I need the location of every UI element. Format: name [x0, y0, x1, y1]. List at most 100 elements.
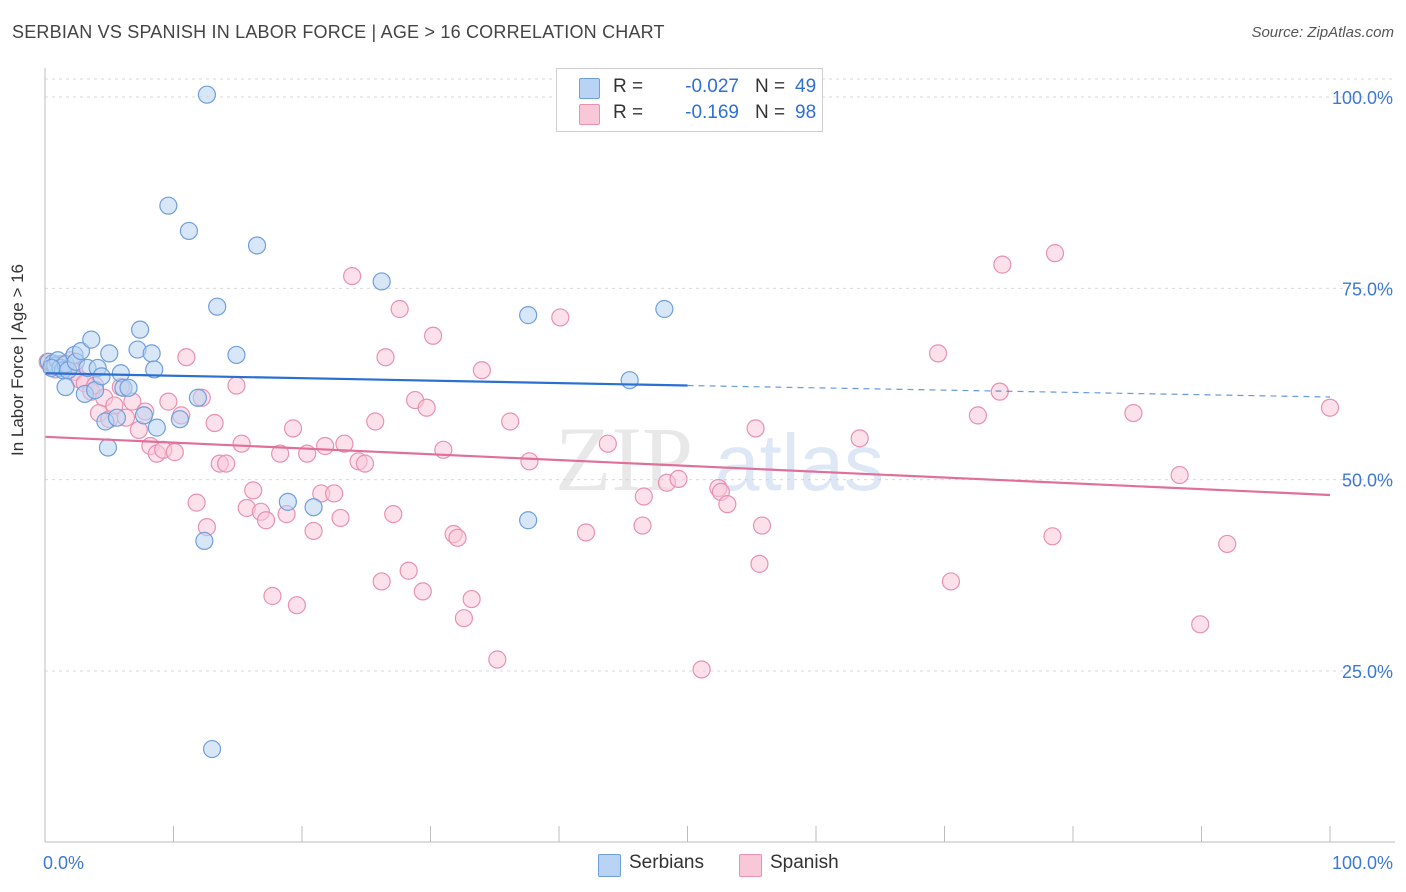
spanish-point [752, 516, 772, 535]
serbian-point [519, 511, 538, 530]
serbian-point [195, 531, 214, 550]
serbian-point [620, 371, 639, 390]
spanish-point [413, 582, 432, 601]
spanish-point [165, 443, 184, 462]
spanish-point [304, 521, 323, 541]
serbian-point [159, 196, 178, 215]
spanish-point [472, 361, 491, 380]
spanish-point [850, 429, 869, 448]
spanish-point [331, 508, 350, 528]
spanish-point [227, 376, 246, 395]
chart-title: SERBIAN VS SPANISH IN LABOR FORCE | AGE … [12, 22, 665, 42]
spanish-legend-label: Spanish [770, 852, 839, 873]
spanish-point [256, 511, 276, 530]
spanish-n-label: N = [755, 102, 786, 123]
y-axis-label: In Labor Force | Age > 16 [8, 263, 27, 456]
spanish-point [271, 444, 290, 463]
spanish-point [551, 308, 570, 327]
spanish-point [501, 412, 520, 431]
spanish-point [366, 412, 385, 431]
serbian-point [655, 299, 674, 319]
spanish-r-label: R = [613, 102, 644, 123]
serbian-point [278, 492, 297, 511]
serbian-point [130, 320, 150, 339]
spanish-point [417, 398, 436, 417]
serbian-point [100, 344, 119, 363]
spanish-point [462, 589, 481, 609]
spanish-point [598, 434, 617, 453]
spanish-point [928, 344, 948, 363]
spanish-point [1191, 615, 1210, 634]
serbian-point [372, 272, 391, 291]
spanish-point [287, 596, 306, 615]
spanish-point [1043, 527, 1062, 546]
serbian-point [56, 377, 75, 397]
serbian-point [304, 498, 323, 517]
spanish-trend-line [44, 435, 1331, 497]
correlation-legend: R = -0.027 N = 49 R = -0.169 N = 98 [556, 68, 823, 132]
serbian-point [170, 410, 190, 429]
spanish-point [634, 487, 653, 506]
serbian-point [92, 367, 111, 386]
spanish-point [746, 419, 765, 438]
spanish-point [520, 452, 539, 471]
spanish-point [205, 413, 224, 433]
serbian-point [145, 360, 164, 379]
spanish-point [692, 660, 711, 679]
watermark-zip: ZIP [555, 408, 693, 510]
serbians-legend-swatch [598, 854, 621, 877]
serbian-point [197, 85, 217, 104]
spanish-point [576, 523, 596, 542]
spanish-r-value: -0.169 [685, 102, 739, 123]
spanish-point [718, 495, 737, 514]
y-tick-label: 100.0% [1332, 88, 1393, 108]
spanish-point [372, 572, 391, 591]
serbians-legend-label: Serbians [629, 852, 704, 873]
serbian-point [134, 406, 154, 425]
spanish-point [244, 481, 263, 500]
serbian-point [98, 438, 118, 457]
serbians-n-value: 49 [795, 76, 817, 97]
serbian-point [142, 344, 161, 363]
spanish-point [1045, 244, 1065, 263]
serbian-point [188, 388, 208, 407]
spanish-point [283, 419, 303, 438]
spanish-n-value: 98 [795, 102, 817, 123]
serbian-point [227, 345, 246, 365]
serbian-point [82, 330, 101, 349]
serbians-swatch [579, 78, 600, 99]
serbian-point [119, 378, 138, 397]
spanish-point [177, 348, 196, 367]
serbian-point [179, 221, 199, 241]
serbians-trend-line [44, 372, 688, 387]
serbians-trend-extension [687, 384, 1331, 398]
y-tick-label: 25.0% [1342, 662, 1393, 682]
spanish-point [232, 434, 251, 453]
spanish-point [633, 516, 652, 535]
spanish-point [968, 406, 988, 425]
spanish-point [325, 484, 344, 503]
spanish-point [399, 561, 418, 580]
spanish-point [669, 469, 688, 489]
spanish-point [376, 348, 395, 367]
spanish-point [454, 609, 474, 628]
spanish-point [993, 255, 1012, 274]
serbian-point [147, 418, 166, 437]
serbians-r-label: R = [613, 76, 644, 97]
serbian-point [208, 297, 227, 316]
spanish-point [1218, 534, 1237, 554]
spanish-point [1320, 398, 1340, 417]
spanish-point [390, 299, 409, 319]
x-tick-label-start: 0.0% [43, 853, 84, 873]
spanish-point [423, 326, 443, 345]
serbians-n-label: N = [755, 76, 786, 97]
source-credit: Source: ZipAtlas.com [1251, 24, 1394, 41]
serbian-point [247, 236, 267, 255]
serbian-point [42, 358, 61, 378]
spanish-point [488, 650, 507, 669]
serbians-r-value: -0.027 [685, 76, 739, 97]
spanish-point [217, 454, 236, 473]
spanish-point [187, 493, 206, 512]
spanish-point [335, 434, 354, 453]
